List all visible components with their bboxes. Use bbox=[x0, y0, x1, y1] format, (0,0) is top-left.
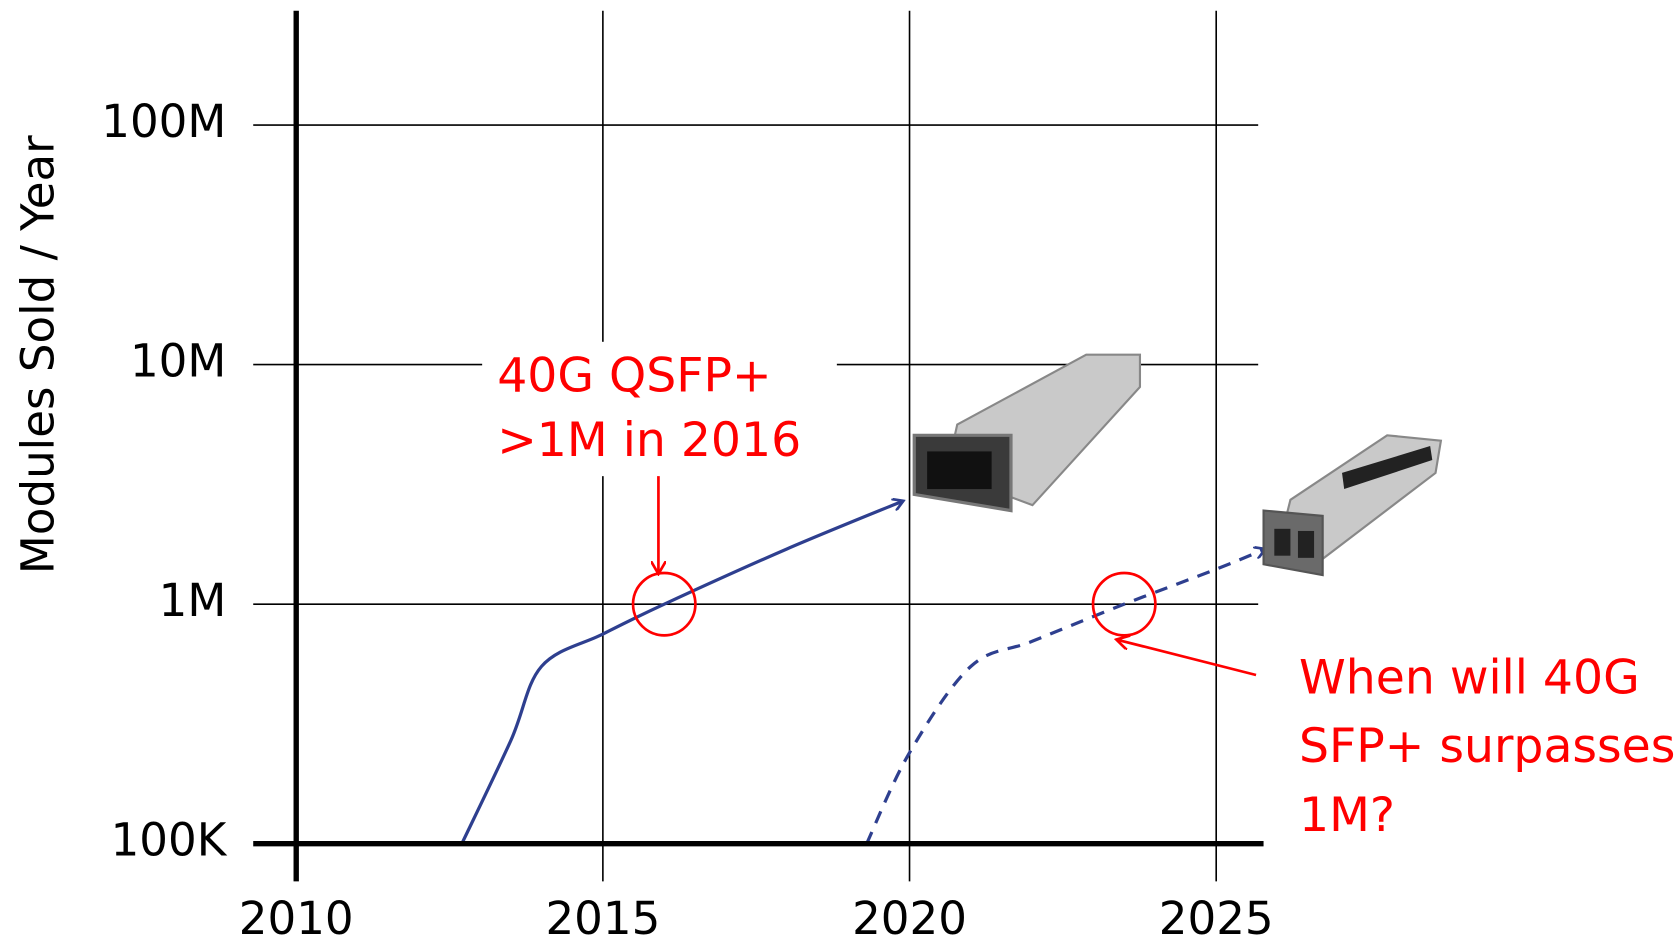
series-line bbox=[460, 501, 904, 845]
y-tick-label: 10M bbox=[130, 335, 226, 388]
annotation-background bbox=[482, 341, 837, 477]
series-line bbox=[865, 549, 1266, 845]
y-axis-label: Modules Sold / Year bbox=[11, 135, 64, 574]
y-tick-label: 100M bbox=[101, 95, 226, 148]
x-tick-label: 2015 bbox=[545, 892, 660, 945]
annotation-text: 1M? bbox=[1299, 788, 1395, 843]
qsfp-module-image bbox=[912, 353, 1142, 513]
x-tick-label: 2010 bbox=[239, 892, 354, 945]
y-tick-label: 1M bbox=[159, 574, 227, 627]
lines bbox=[460, 501, 1266, 845]
annotation-arrow bbox=[1116, 640, 1257, 677]
x-tick-label: 2025 bbox=[1159, 892, 1274, 945]
sfp-module-image bbox=[1262, 434, 1443, 577]
annotations: 40G QSFP+ >1M in 2016 When will 40G SFP+… bbox=[482, 341, 1675, 843]
grid bbox=[253, 10, 1259, 882]
annotation-text: SFP+ surpasses bbox=[1299, 719, 1675, 774]
axes: 100K 1M 10M 100M 2010 2015 2020 2025 bbox=[101, 10, 1274, 945]
annotation-text: 40G QSFP+ bbox=[497, 348, 771, 403]
annotation-text: >1M in 2016 bbox=[497, 413, 801, 468]
annotation-text: When will 40G bbox=[1299, 650, 1640, 705]
x-tick-label: 2020 bbox=[852, 892, 967, 945]
y-tick-label: 100K bbox=[111, 814, 228, 867]
